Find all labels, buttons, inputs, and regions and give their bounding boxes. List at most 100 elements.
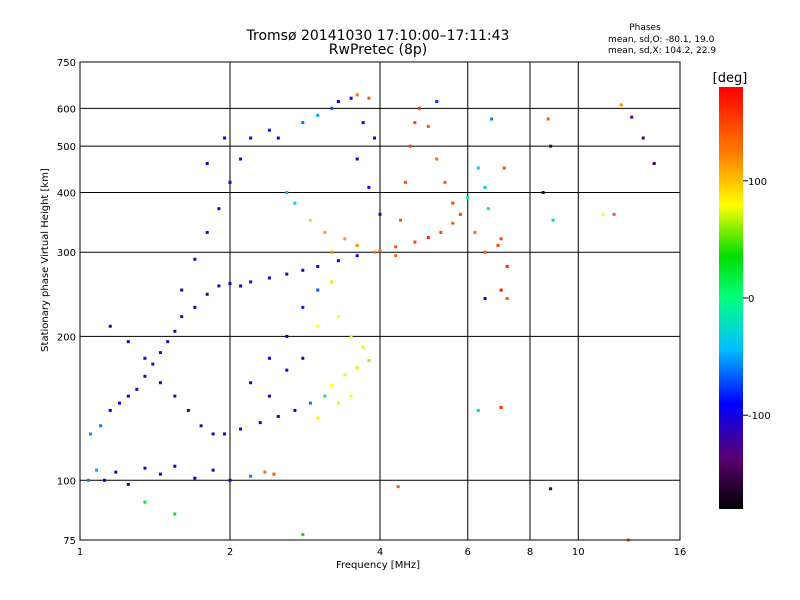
data-point xyxy=(394,245,398,249)
data-point xyxy=(301,305,305,309)
data-point xyxy=(399,218,403,222)
data-point xyxy=(205,230,209,234)
data-point xyxy=(499,405,503,409)
x-axis: 1 2 4 6 8 10 16 xyxy=(77,547,687,558)
data-point xyxy=(630,115,634,119)
data-point xyxy=(301,533,305,537)
x-tick-label: 10 xyxy=(572,547,585,558)
data-point xyxy=(228,282,232,286)
x-axis-label: Frequency [MHz] xyxy=(336,560,420,571)
data-point xyxy=(323,230,327,234)
data-point xyxy=(117,401,121,405)
data-point xyxy=(95,468,99,472)
data-point xyxy=(378,249,382,253)
data-point xyxy=(330,383,334,387)
data-point xyxy=(99,424,103,428)
data-point xyxy=(373,250,377,254)
data-point xyxy=(330,280,334,284)
data-point xyxy=(373,136,377,140)
data-point xyxy=(483,297,487,301)
data-point xyxy=(249,381,253,385)
data-point xyxy=(228,180,232,184)
data-point xyxy=(426,124,430,128)
data-point xyxy=(641,136,645,140)
data-point xyxy=(355,93,359,97)
data-point xyxy=(143,466,147,470)
data-point xyxy=(173,394,177,398)
y-tick-label: 75 xyxy=(63,536,76,547)
data-point xyxy=(378,212,382,216)
data-point xyxy=(413,240,417,244)
colorbar-ticks: 100 0 -100 xyxy=(743,177,771,422)
data-point xyxy=(652,161,656,165)
data-point xyxy=(413,121,417,125)
data-point xyxy=(490,117,494,121)
y-tick-label: 600 xyxy=(57,104,76,115)
y-tick-label: 400 xyxy=(57,188,76,199)
data-point xyxy=(293,408,297,412)
data-point xyxy=(601,212,605,216)
data-point xyxy=(355,366,359,370)
x-tick-label: 8 xyxy=(527,547,533,558)
data-point xyxy=(549,144,553,148)
data-point xyxy=(486,207,490,211)
data-point xyxy=(199,424,203,428)
data-point xyxy=(285,272,289,276)
data-point xyxy=(272,472,276,476)
data-point xyxy=(316,113,320,117)
data-point xyxy=(193,305,197,309)
data-point xyxy=(223,432,227,436)
data-point xyxy=(308,218,312,222)
phase-stat-x: mean, sd,X: 104.2, 22.9 xyxy=(608,46,716,56)
data-point xyxy=(499,237,503,241)
y-tick-label: 200 xyxy=(57,332,76,343)
data-point xyxy=(451,201,455,205)
data-point xyxy=(166,340,170,344)
data-point xyxy=(193,257,197,261)
data-point xyxy=(396,485,400,489)
data-point xyxy=(336,315,340,319)
phase-stat-o: mean, sd,O: -80.1, 19.0 xyxy=(608,35,715,45)
data-point xyxy=(316,288,320,292)
data-point xyxy=(173,464,177,468)
y-axis: 75 100 200 300 400 500 600 750 xyxy=(57,58,76,547)
data-point xyxy=(158,381,162,385)
data-point xyxy=(211,468,215,472)
data-point xyxy=(612,212,616,216)
data-point xyxy=(293,201,297,205)
data-point xyxy=(349,334,353,338)
x-tick-label: 2 xyxy=(227,547,233,558)
data-point xyxy=(143,356,147,360)
data-point xyxy=(276,136,280,140)
plot-area xyxy=(79,61,681,541)
data-points xyxy=(86,93,656,542)
data-point xyxy=(549,487,553,491)
data-point xyxy=(619,103,623,107)
data-point xyxy=(316,416,320,420)
data-point xyxy=(180,288,184,292)
data-point xyxy=(316,324,320,328)
data-point xyxy=(483,185,487,189)
data-point xyxy=(361,345,365,349)
x-tick-label: 4 xyxy=(377,547,383,558)
chart-title: Tromsø 20141030 17:10:00–17:11:43 xyxy=(246,28,510,44)
data-point xyxy=(499,288,503,292)
data-point xyxy=(476,408,480,412)
data-point xyxy=(223,136,227,140)
data-point xyxy=(361,121,365,125)
data-point xyxy=(301,268,305,272)
data-point xyxy=(267,128,271,132)
data-point xyxy=(108,408,112,412)
data-point xyxy=(249,474,253,478)
data-point xyxy=(285,368,289,372)
data-point xyxy=(343,237,347,241)
data-point xyxy=(135,387,139,391)
data-point xyxy=(239,284,243,288)
data-point xyxy=(193,476,197,480)
data-point xyxy=(476,166,480,170)
data-point xyxy=(158,472,162,476)
chart-subtitle: RwPretec (8p) xyxy=(329,42,427,58)
data-point xyxy=(108,324,112,328)
data-point xyxy=(336,100,340,104)
